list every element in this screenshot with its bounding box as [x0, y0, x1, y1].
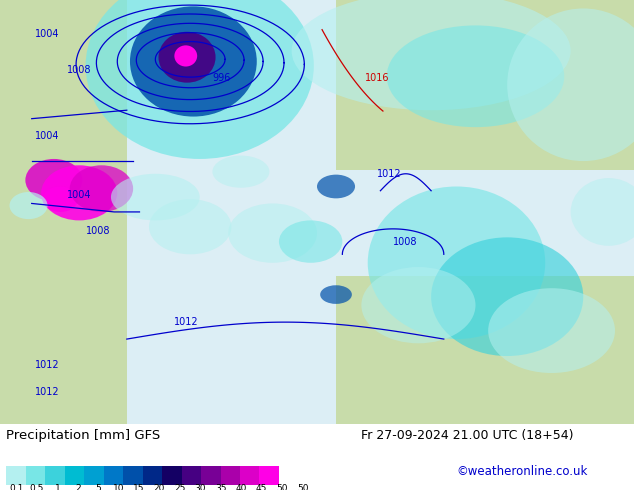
Text: 1004: 1004	[35, 131, 60, 141]
Ellipse shape	[10, 192, 48, 219]
Ellipse shape	[488, 288, 615, 373]
Ellipse shape	[320, 285, 352, 304]
Ellipse shape	[158, 32, 216, 83]
Text: 0.5: 0.5	[30, 484, 44, 490]
Bar	[127, 0, 336, 424]
Text: 1016: 1016	[365, 74, 389, 83]
Bar	[259, 466, 279, 485]
Text: 1004: 1004	[67, 190, 91, 200]
Ellipse shape	[70, 165, 133, 212]
Bar	[221, 466, 240, 485]
Ellipse shape	[368, 187, 545, 339]
Bar	[240, 466, 259, 485]
Text: Fr 27-09-2024 21.00 UTC (18+54): Fr 27-09-2024 21.00 UTC (18+54)	[361, 429, 574, 442]
Ellipse shape	[431, 237, 583, 356]
Bar	[104, 466, 123, 485]
Text: 1012: 1012	[35, 387, 60, 397]
Ellipse shape	[42, 187, 78, 212]
Ellipse shape	[571, 178, 634, 246]
Bar	[6, 466, 26, 485]
Text: 1008: 1008	[86, 226, 110, 236]
Ellipse shape	[228, 203, 317, 263]
Text: 30: 30	[195, 484, 206, 490]
Bar	[45, 466, 65, 485]
Text: 45: 45	[256, 484, 267, 490]
Ellipse shape	[361, 267, 476, 343]
Bar	[336, 170, 634, 275]
Ellipse shape	[212, 155, 269, 188]
Ellipse shape	[111, 174, 200, 220]
Bar	[181, 466, 201, 485]
Bar	[143, 466, 162, 485]
Bar	[123, 466, 143, 485]
Text: 2: 2	[75, 484, 81, 490]
Ellipse shape	[317, 174, 355, 198]
Text: 15: 15	[133, 484, 145, 490]
Text: 0.1: 0.1	[10, 484, 23, 490]
Ellipse shape	[25, 159, 82, 201]
Text: 1012: 1012	[377, 169, 402, 179]
Ellipse shape	[41, 165, 117, 221]
Text: Precipitation [mm] GFS: Precipitation [mm] GFS	[6, 429, 160, 442]
Text: 1: 1	[55, 484, 60, 490]
Text: 35: 35	[215, 484, 226, 490]
Bar	[65, 466, 84, 485]
Text: 5: 5	[95, 484, 101, 490]
Bar	[336, 275, 634, 424]
Text: 996: 996	[212, 74, 231, 83]
Ellipse shape	[292, 0, 571, 110]
Text: 50: 50	[297, 484, 309, 490]
Ellipse shape	[149, 199, 231, 254]
Text: 20: 20	[153, 484, 165, 490]
Bar	[162, 466, 181, 485]
Ellipse shape	[86, 0, 314, 159]
Ellipse shape	[174, 46, 197, 67]
Ellipse shape	[507, 8, 634, 161]
Bar	[336, 0, 634, 170]
Bar	[26, 466, 45, 485]
Bar	[84, 466, 104, 485]
Text: ©weatheronline.co.uk: ©weatheronline.co.uk	[456, 465, 588, 478]
Text: 1012: 1012	[174, 317, 199, 327]
Text: 50: 50	[276, 484, 288, 490]
Text: 40: 40	[235, 484, 247, 490]
Polygon shape	[279, 466, 290, 485]
Text: 1012: 1012	[35, 360, 60, 369]
Ellipse shape	[130, 6, 257, 117]
Text: 10: 10	[113, 484, 124, 490]
Text: 1008: 1008	[67, 65, 91, 75]
Text: 25: 25	[174, 484, 186, 490]
Bar	[0, 0, 127, 424]
Bar	[0, 373, 82, 424]
Ellipse shape	[279, 220, 342, 263]
Bar	[201, 466, 221, 485]
Text: 1008: 1008	[393, 237, 418, 246]
Bar	[0, 360, 76, 403]
Ellipse shape	[387, 25, 564, 127]
Text: 1004: 1004	[35, 29, 60, 39]
